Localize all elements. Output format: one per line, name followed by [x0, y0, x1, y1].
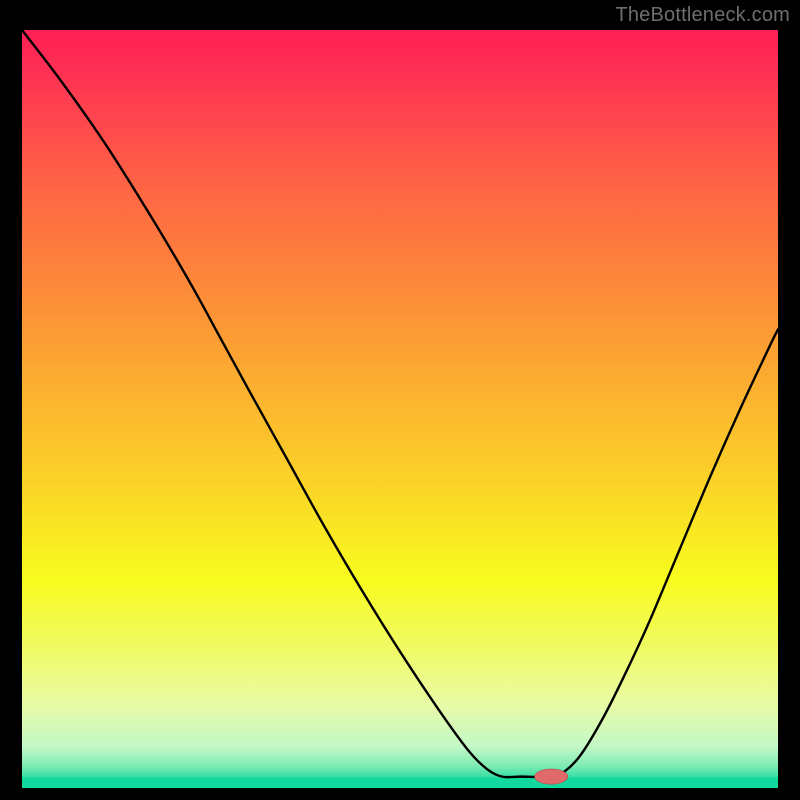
watermark-text: TheBottleneck.com: [615, 4, 790, 27]
gradient-background: [22, 30, 778, 788]
optimal-point-marker: [535, 769, 568, 784]
green-baseline-strip: [22, 777, 778, 788]
chart-container: TheBottleneck.com: [0, 0, 800, 800]
bottleneck-curve-plot: [22, 30, 778, 788]
